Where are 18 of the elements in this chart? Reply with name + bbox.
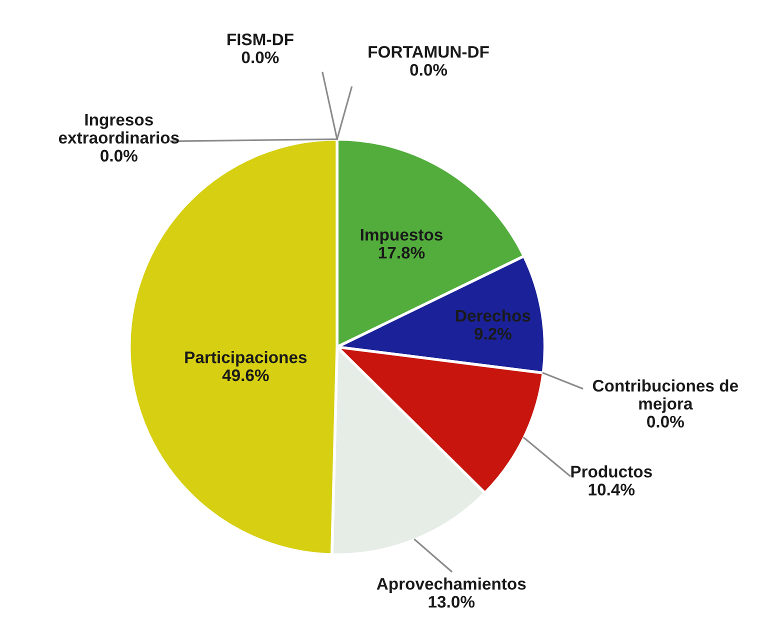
slice-label: Productos xyxy=(571,465,652,478)
data-label: 10.4% xyxy=(588,484,635,496)
category-label: Ingresos extraordinarios xyxy=(58,114,179,144)
data-label: 13.0% xyxy=(428,596,475,608)
text: 0.0% xyxy=(100,150,138,162)
slice-label: Participaciones xyxy=(185,351,307,367)
category-label: FORTAMUN-DF xyxy=(368,46,489,58)
text: 0.0% xyxy=(242,51,279,64)
slice-label: Impuestos xyxy=(360,229,443,244)
slice-label: Aprovechamientos xyxy=(376,578,526,594)
text: 0.0% xyxy=(410,64,448,76)
data-label: 49.6% xyxy=(222,369,269,382)
slice-label: Derechos xyxy=(456,309,530,322)
data-label: 17.8% xyxy=(378,246,425,259)
category-label: FISM-DF xyxy=(228,34,294,46)
data-label: 9.2% xyxy=(474,328,512,340)
text: 0.0% xyxy=(647,416,684,428)
legend-label: Contribuciones de mejora xyxy=(592,379,738,413)
